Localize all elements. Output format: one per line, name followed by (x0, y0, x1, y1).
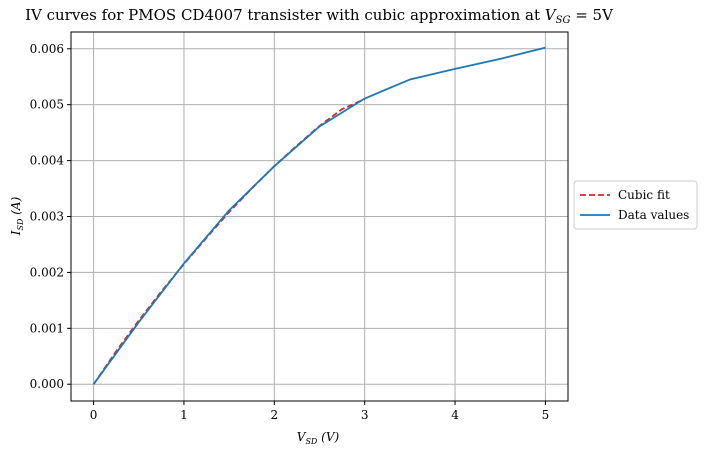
x-tick-label: 4 (451, 408, 459, 422)
y-tick-label: 0.004 (30, 154, 65, 168)
legend: Cubic fit Data values (573, 180, 698, 230)
y-tick-label: 0.002 (30, 265, 64, 279)
legend-label-data-values: Data values (618, 208, 689, 222)
axes-layer: 0 1 2 3 4 5 0.000 0.001 0.002 0.003 0.004 0.005 0.00… (30, 31, 569, 422)
x-tick-label: 3 (361, 408, 369, 422)
grid-layer (71, 32, 568, 401)
x-tick-label: 1 (180, 408, 188, 422)
x-tick-label: 5 (542, 408, 550, 422)
series-layer (92, 46, 546, 385)
chart-title-prefix: IV curves for PMOS CD4007 transister wit… (25, 6, 545, 24)
y-tick-label: 0.000 (30, 377, 64, 391)
x-tick-label: 0 (90, 408, 98, 422)
x-axis-label: VSD (V) (297, 430, 340, 446)
y-axis-label: ISD (A) (9, 196, 25, 236)
chart-title-sub: SG (556, 15, 571, 26)
x-tick-label: 2 (270, 408, 278, 422)
series-line-data-values (92, 46, 546, 385)
y-tick-label: 0.001 (30, 321, 64, 335)
y-tick-label: 0.005 (30, 98, 64, 112)
chart-title: IV curves for PMOS CD4007 transister wit… (25, 6, 614, 26)
chart-title-var: V (545, 6, 558, 24)
y-tick-label: 0.006 (30, 42, 64, 56)
y-tick-label: 0.003 (30, 210, 64, 224)
legend-label-cubic-fit: Cubic fit (618, 188, 670, 202)
chart-title-suffix: = 5V (570, 6, 614, 24)
legend-box (573, 180, 698, 230)
